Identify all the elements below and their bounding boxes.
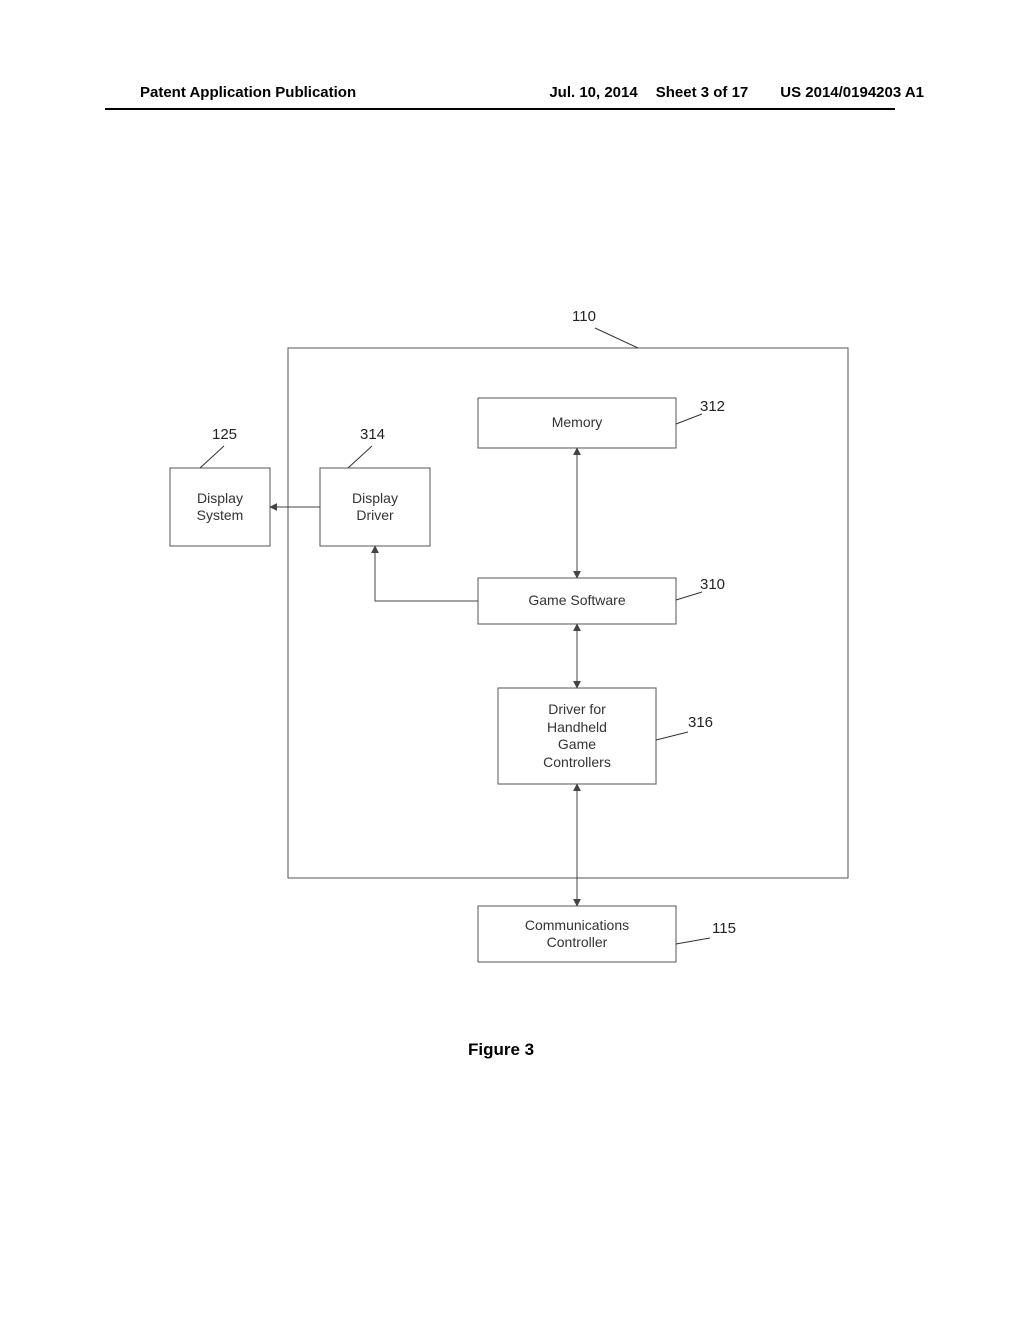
leader-312 (676, 414, 702, 424)
leader-310 (676, 592, 702, 600)
leader-110 (595, 328, 638, 348)
ref-310: 310 (700, 576, 725, 593)
leader-314 (348, 446, 372, 468)
label-display-system: Display System (170, 468, 270, 546)
ref-110: 110 (572, 308, 596, 325)
label-game-software: Game Software (478, 578, 676, 624)
ref-316: 316 (688, 714, 713, 731)
label-comm-controller: Communications Controller (478, 906, 676, 962)
ref-115: 115 (712, 920, 736, 937)
ref-312: 312 (700, 398, 725, 415)
edge-gamesw-to-driver (375, 546, 478, 601)
leader-316 (656, 732, 688, 740)
label-memory: Memory (478, 398, 676, 448)
label-display-driver: Display Driver (320, 468, 430, 546)
figure-caption: Figure 3 (468, 1040, 534, 1060)
leader-115 (676, 938, 710, 944)
label-driver-hgc: Driver for Handheld Game Controllers (498, 688, 656, 784)
diagram-svg (0, 0, 1024, 1320)
ref-314: 314 (360, 426, 385, 443)
leader-125 (200, 446, 224, 468)
ref-125: 125 (212, 426, 237, 443)
page: Patent Application Publication Jul. 10, … (0, 0, 1024, 1320)
